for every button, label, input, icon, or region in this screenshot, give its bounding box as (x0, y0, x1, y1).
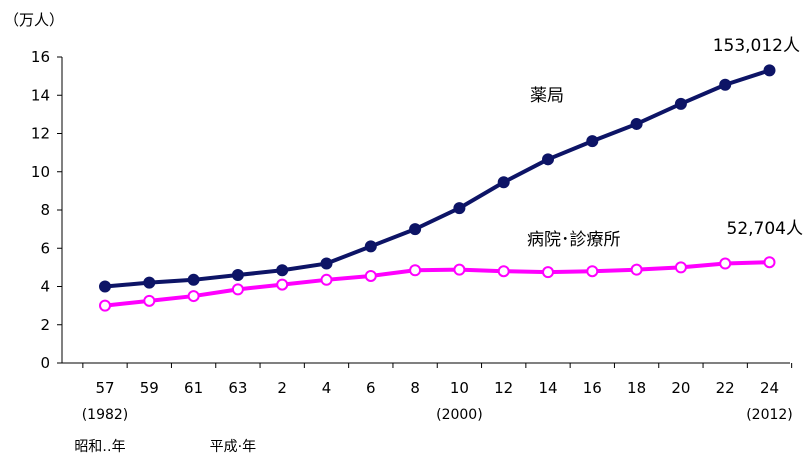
data-point (409, 223, 422, 236)
era-label: 平成·年 (210, 439, 256, 455)
end-value-label-hospital: 52,704人 (727, 219, 803, 239)
x-tick-label: 14 (538, 379, 557, 397)
data-point (542, 266, 554, 279)
x-tick-labels: 57 59 61 63 2 4 6 8 10 12 14 16 18 20 22 24 (95, 379, 779, 397)
data-point (674, 261, 687, 274)
x-tick-label: 63 (228, 379, 247, 397)
data-point (453, 202, 466, 215)
data-point (99, 299, 111, 312)
data-point (630, 263, 643, 276)
data-point (763, 64, 776, 77)
data-point (586, 265, 599, 278)
data-point (542, 153, 554, 166)
x-tick-label: 24 (760, 379, 779, 397)
era-label: 昭和‥年 (74, 439, 125, 455)
x-tick-label: 12 (494, 379, 513, 397)
axes (57, 56, 793, 368)
y-axis-label: （万人） (4, 11, 64, 29)
x-tick-label: 18 (627, 379, 646, 397)
year-marker-label: (2000) (436, 407, 483, 423)
data-point (143, 276, 156, 289)
data-point (409, 264, 422, 277)
data-point (586, 135, 599, 148)
series-points (99, 64, 776, 312)
series-line (104, 260, 770, 308)
y-tick-label: 14 (31, 86, 50, 104)
series-label-pharmacy: 薬局 (530, 86, 564, 106)
data-point (763, 256, 776, 269)
y-tick-label: 4 (40, 278, 50, 296)
data-point (453, 263, 466, 276)
y-tick-label: 6 (40, 239, 50, 257)
y-tick-label: 10 (31, 163, 50, 181)
x-tick-label: 16 (583, 379, 602, 397)
data-point (364, 269, 377, 282)
x-tick-label: 61 (184, 379, 203, 397)
data-point (276, 264, 289, 277)
data-point (497, 176, 510, 189)
data-point (99, 280, 111, 293)
data-point (364, 240, 377, 253)
x-tick-label: 22 (716, 379, 735, 397)
y-tick-label: 0 (40, 354, 50, 372)
x-tick-label: 6 (366, 379, 376, 397)
series-lines (104, 68, 771, 308)
data-point (320, 257, 333, 270)
y-tick-label: 12 (31, 125, 50, 143)
data-point (187, 290, 200, 303)
x-tick-label: 10 (450, 379, 469, 397)
data-point (320, 273, 333, 286)
data-point (231, 283, 244, 296)
data-point (276, 278, 289, 291)
y-tick-labels: 0 2 4 6 8 10 12 14 16 (31, 48, 50, 372)
series-line (104, 68, 771, 289)
y-tick-label: 16 (31, 48, 50, 66)
x-tick-label: 57 (95, 379, 114, 397)
x-tick-label: 8 (410, 379, 420, 397)
data-point (143, 294, 156, 307)
data-point (674, 97, 687, 110)
data-point (630, 117, 643, 130)
x-tick-label: 4 (322, 379, 332, 397)
data-point (719, 257, 732, 270)
data-point (231, 269, 244, 282)
year-marker-label: (2012) (746, 407, 793, 423)
x-tick-label: 20 (671, 379, 690, 397)
x-tick-label: 2 (277, 379, 287, 397)
data-point (187, 273, 200, 286)
series-label-hospital: 病院･診療所 (527, 230, 621, 250)
data-point (497, 265, 510, 278)
y-tick-label: 8 (40, 201, 50, 219)
data-point (719, 78, 732, 91)
end-value-label-pharmacy: 153,012人 (713, 36, 800, 56)
year-marker-label: (1982) (82, 407, 129, 423)
y-tick-label: 2 (40, 316, 50, 334)
x-tick-label: 59 (140, 379, 159, 397)
